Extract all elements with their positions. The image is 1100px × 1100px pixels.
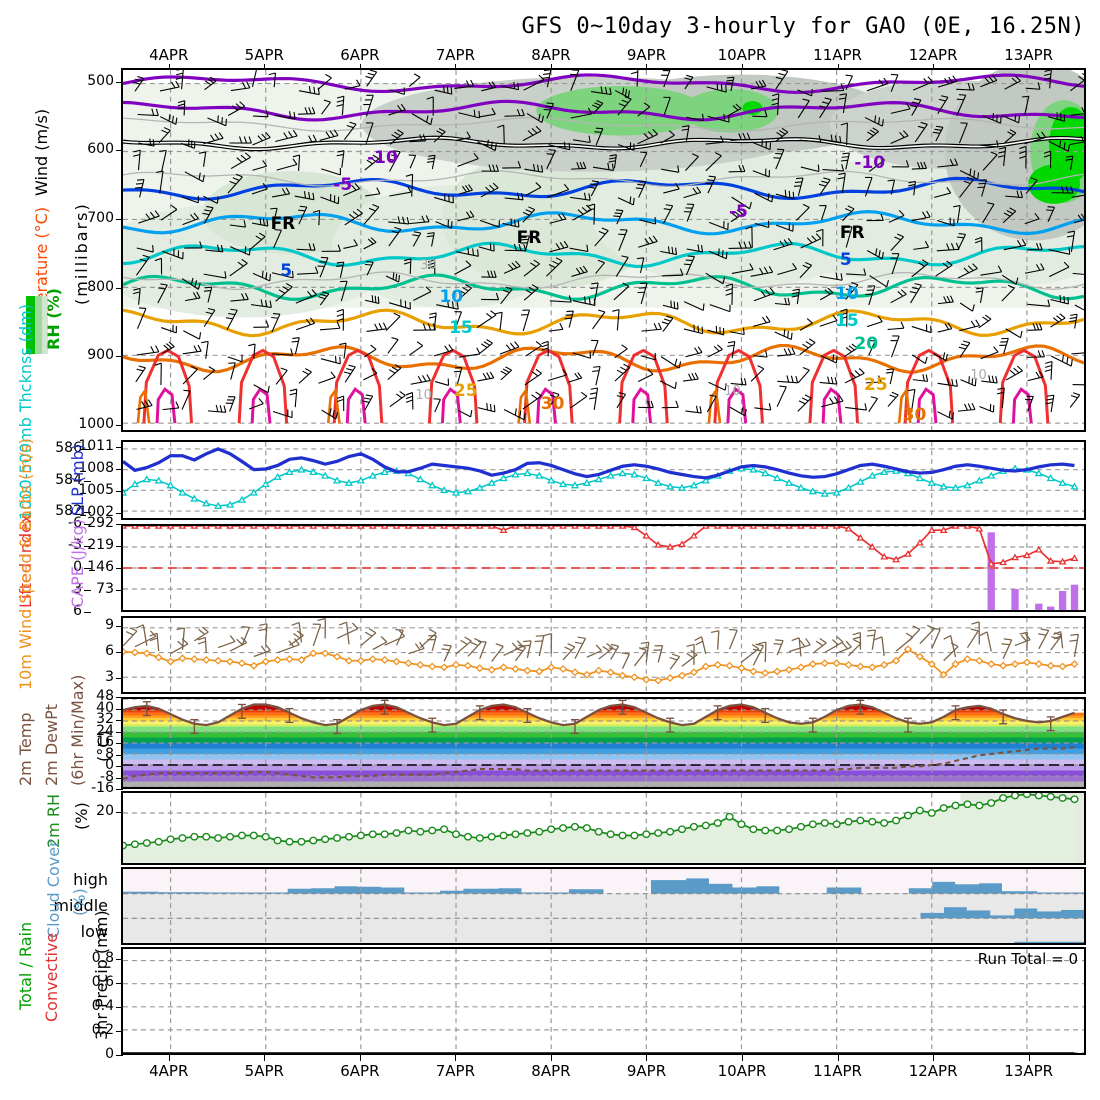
contour-label: -10 <box>854 153 886 173</box>
cloud-cover-panel <box>121 867 1086 945</box>
run-total-label: Run Total = 0 <box>977 950 1078 968</box>
contour-label: 15 <box>449 318 473 338</box>
temp2m-label: 2m Temp <box>16 712 35 787</box>
contour-label: 10 <box>439 287 464 307</box>
slp-label: SLP (mb) <box>68 443 87 516</box>
profile-yaxis-label: (millibars) <box>72 202 91 305</box>
rh2m-units-label: (%) <box>72 802 91 830</box>
contour-label: 30 <box>902 405 927 425</box>
temp2m-units-label: (°C) <box>94 730 113 762</box>
contour-label: 30 <box>420 258 437 273</box>
rh2m-panel <box>121 791 1086 865</box>
upper-air-profile-panel <box>121 68 1086 432</box>
lifted-index-cape-panel <box>121 524 1086 612</box>
rh2m-plot <box>123 793 1084 863</box>
temp2m-plot <box>123 699 1084 787</box>
contour-label: 25 <box>864 375 888 395</box>
cloud-units-label: (%) <box>70 888 89 916</box>
dewpt2m-label: 2m DewPt <box>42 703 61 786</box>
contour-label: 20 <box>854 334 879 354</box>
cape-plot <box>123 526 1084 610</box>
contour-label: FR <box>516 228 542 248</box>
slp-plot <box>123 442 1084 518</box>
precip-plot <box>123 949 1084 1053</box>
contour-label: 10 <box>415 388 432 403</box>
minmax-label: (6hr Min/Max) <box>68 674 87 786</box>
contour-label: 10 <box>970 368 987 383</box>
profile-rh-label: RH (%) <box>44 288 63 350</box>
cape-label: CAPE (J/kg) <box>68 519 87 608</box>
contour-label: -10 <box>367 148 398 168</box>
profile-wind-label: Wind (m/s) <box>32 108 51 196</box>
wind10m-panel <box>121 616 1086 694</box>
contour-label: 5 <box>280 261 293 281</box>
profile-plot <box>123 70 1084 430</box>
slp-thickness-panel <box>121 440 1086 520</box>
cloud-row-label-middle: middle <box>53 896 108 915</box>
cloud-cover-plot <box>123 869 1084 943</box>
cloud-row-label-high: high <box>73 870 108 889</box>
contour-label: 10 <box>724 384 741 399</box>
contour-label: FR <box>839 223 865 243</box>
precip-panel <box>121 947 1086 1055</box>
contour-label: FR <box>270 214 296 234</box>
contour-label: 5 <box>839 250 852 270</box>
page-title: GFS 0~10day 3-hourly for GAO (0E, 16.25N… <box>521 14 1085 39</box>
temp2m-panel <box>121 697 1086 789</box>
contour-label: 25 <box>453 381 478 401</box>
contour-label: 10 <box>835 284 859 304</box>
cloud-title-label: Cloud Cover <box>44 840 63 938</box>
contour-label: -5 <box>728 202 748 222</box>
wind10m-plot <box>123 618 1084 692</box>
wind10m-title-label: 10m Wind Speed & Barbs (m/s) <box>16 438 35 690</box>
precip-axis-label: 3hr Precip (mm) <box>92 910 111 1040</box>
rh-color-badge <box>26 296 48 354</box>
cloud-row-label-low: low <box>80 922 108 941</box>
precip-total-rain-label: Total / Rain <box>16 921 35 1010</box>
contour-label: 15 <box>835 311 859 331</box>
precip-convective-label: Convective <box>42 932 61 1022</box>
contour-label: 30 <box>540 394 565 414</box>
contour-label: -5 <box>333 175 353 195</box>
